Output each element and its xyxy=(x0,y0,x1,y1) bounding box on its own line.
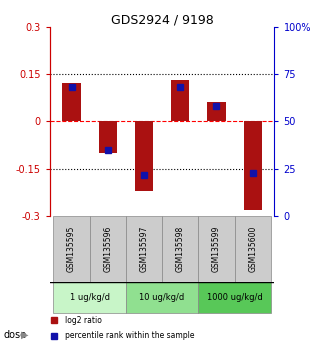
Bar xyxy=(126,216,162,282)
Bar xyxy=(126,282,198,313)
Bar xyxy=(90,216,126,282)
Text: 10 ug/kg/d: 10 ug/kg/d xyxy=(140,293,185,302)
Bar xyxy=(99,121,117,153)
Bar xyxy=(162,216,198,282)
Text: GSM135596: GSM135596 xyxy=(103,226,112,272)
Text: 1000 ug/kg/d: 1000 ug/kg/d xyxy=(207,293,263,302)
Text: GSM135598: GSM135598 xyxy=(176,226,185,272)
Bar xyxy=(53,282,126,313)
Bar xyxy=(244,121,262,210)
Bar xyxy=(198,282,271,313)
Text: log2 ratio: log2 ratio xyxy=(65,316,102,325)
Bar xyxy=(171,80,189,121)
Bar xyxy=(53,216,90,282)
Text: dose: dose xyxy=(3,330,26,339)
Text: GSM135595: GSM135595 xyxy=(67,226,76,272)
Text: GSM135600: GSM135600 xyxy=(248,226,257,272)
Title: GDS2924 / 9198: GDS2924 / 9198 xyxy=(111,13,213,27)
Bar xyxy=(235,216,271,282)
Text: GSM135597: GSM135597 xyxy=(140,226,149,272)
Text: 1 ug/kg/d: 1 ug/kg/d xyxy=(70,293,109,302)
Bar xyxy=(135,121,153,191)
Text: ▶: ▶ xyxy=(21,330,28,339)
Text: GSM135599: GSM135599 xyxy=(212,226,221,272)
Bar xyxy=(63,84,81,121)
Text: percentile rank within the sample: percentile rank within the sample xyxy=(65,331,195,340)
Bar xyxy=(207,102,226,121)
Bar xyxy=(198,216,235,282)
